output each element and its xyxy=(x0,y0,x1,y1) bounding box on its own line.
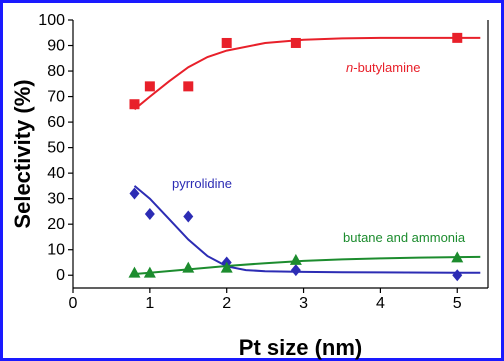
y-tick-label-100: 100 xyxy=(38,12,65,29)
data-points-layer xyxy=(128,32,464,282)
data-point-series-2-5 xyxy=(451,251,464,263)
data-point-series-0-5 xyxy=(452,32,463,43)
data-point-series-0-0 xyxy=(129,99,140,110)
y-tick-label-70: 70 xyxy=(47,89,65,106)
series-label-butane-and-ammonia: butane and ammonia xyxy=(343,230,466,245)
fit-line-series-0 xyxy=(133,36,481,111)
data-point-series-2-4 xyxy=(289,253,302,265)
data-point-series-0-1 xyxy=(144,81,155,92)
y-tick-label-90: 90 xyxy=(47,38,65,55)
data-point-series-1-2 xyxy=(183,210,194,223)
x-tick-label-2: 2 xyxy=(222,295,231,312)
series-label-n-butylamine: n-butylamine xyxy=(346,60,420,75)
y-axis-title: Selectivity (%) xyxy=(10,79,35,228)
fit-line-series-1 xyxy=(133,185,481,274)
y-tick-label-50: 50 xyxy=(47,140,65,157)
data-point-series-2-1 xyxy=(143,266,156,278)
data-point-series-1-5 xyxy=(452,269,463,282)
data-point-series-1-1 xyxy=(144,207,155,220)
x-tick-label-4: 4 xyxy=(376,295,385,312)
data-point-series-1-0 xyxy=(129,187,140,200)
y-tick-label-30: 30 xyxy=(47,191,65,208)
y-tick-label-40: 40 xyxy=(47,165,65,182)
x-tick-label-1: 1 xyxy=(145,295,154,312)
data-point-series-2-2 xyxy=(182,261,195,273)
data-point-series-0-4 xyxy=(290,37,301,48)
data-point-series-1-4 xyxy=(290,264,301,277)
x-tick-label-5: 5 xyxy=(453,295,462,312)
fit-lines-layer xyxy=(133,36,481,275)
x-axis-title: Pt size (nm) xyxy=(239,335,362,360)
x-tick-label-3: 3 xyxy=(299,295,308,312)
axes-layer xyxy=(72,20,489,289)
y-tick-label-80: 80 xyxy=(47,63,65,80)
y-tick-label-60: 60 xyxy=(47,114,65,131)
data-point-series-0-3 xyxy=(221,37,232,48)
data-point-series-2-0 xyxy=(128,266,141,278)
series-label-pyrrolidine: pyrrolidine xyxy=(172,176,232,191)
fit-line-series-2 xyxy=(134,255,481,275)
y-tick-label-0: 0 xyxy=(56,267,65,284)
y-tick-label-20: 20 xyxy=(47,216,65,233)
data-point-series-0-2 xyxy=(183,81,194,92)
series-labels-layer: n-butylamine pyrrolidine butane and ammo… xyxy=(172,60,466,245)
series-label-n-butylamine-suffix: -butylamine xyxy=(353,60,420,75)
x-tick-label-0: 0 xyxy=(69,295,78,312)
series-label-n-butylamine-prefix: n xyxy=(346,60,353,75)
data-point-series-2-3 xyxy=(220,261,233,273)
y-tick-label-10: 10 xyxy=(47,242,65,259)
